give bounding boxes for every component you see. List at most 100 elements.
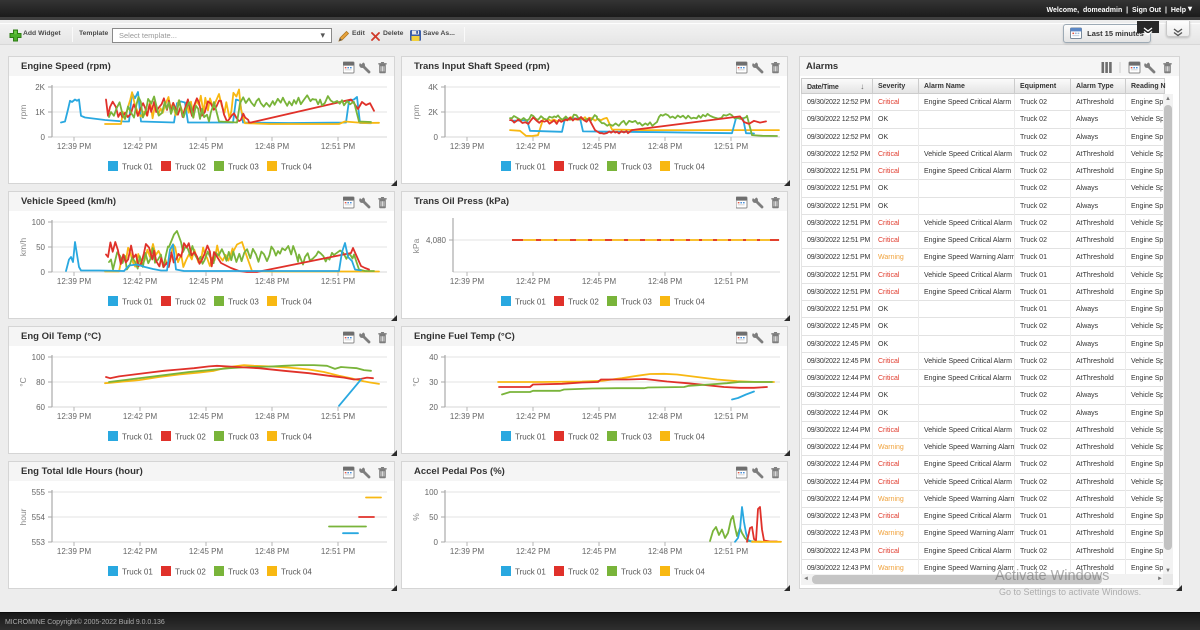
svg-text:12:39 PM: 12:39 PM: [450, 547, 485, 556]
svg-text:12:48 PM: 12:48 PM: [648, 142, 683, 151]
svg-text:12:39 PM: 12:39 PM: [57, 412, 92, 421]
svg-text:12:48 PM: 12:48 PM: [648, 412, 683, 421]
svg-text:Truck 03: Truck 03: [228, 163, 259, 172]
svg-text:12:45 PM: 12:45 PM: [582, 547, 617, 556]
svg-text:Truck 01: Truck 01: [122, 298, 153, 307]
svg-text:12:48 PM: 12:48 PM: [255, 547, 290, 556]
svg-text:553: 553: [32, 538, 46, 547]
svg-text:12:48 PM: 12:48 PM: [648, 277, 683, 286]
svg-text:554: 554: [32, 513, 46, 522]
svg-text:1K: 1K: [35, 108, 45, 117]
svg-text:12:51 PM: 12:51 PM: [321, 277, 356, 286]
svg-text:50: 50: [36, 243, 45, 252]
svg-text:12:51 PM: 12:51 PM: [714, 277, 749, 286]
svg-text:12:45 PM: 12:45 PM: [189, 277, 224, 286]
svg-text:Truck 04: Truck 04: [674, 163, 705, 172]
svg-text:50: 50: [429, 513, 438, 522]
svg-text:Truck 03: Truck 03: [228, 568, 259, 577]
svg-text:0: 0: [434, 133, 439, 142]
svg-text:Truck 03: Truck 03: [228, 298, 259, 307]
svg-text:2K: 2K: [35, 83, 45, 92]
svg-text:Truck 01: Truck 01: [515, 298, 546, 307]
svg-text:kPa: kPa: [411, 238, 421, 253]
svg-text:12:39 PM: 12:39 PM: [57, 142, 92, 151]
svg-text:60: 60: [36, 403, 45, 412]
svg-text:Truck 01: Truck 01: [515, 568, 546, 577]
svg-text:12:51 PM: 12:51 PM: [714, 412, 749, 421]
svg-text:Truck 02: Truck 02: [568, 298, 599, 307]
svg-text:40: 40: [429, 353, 438, 362]
svg-text:12:39 PM: 12:39 PM: [57, 277, 92, 286]
svg-text:0: 0: [434, 538, 439, 547]
svg-text:20: 20: [429, 403, 438, 412]
svg-text:4K: 4K: [428, 83, 438, 92]
svg-text:Truck 02: Truck 02: [568, 568, 599, 577]
svg-text:hour: hour: [18, 508, 28, 525]
svg-text:12:42 PM: 12:42 PM: [516, 547, 551, 556]
svg-text:Truck 01: Truck 01: [515, 433, 546, 442]
svg-text:0: 0: [41, 133, 46, 142]
svg-text:100: 100: [32, 218, 46, 227]
svg-text:Truck 03: Truck 03: [621, 163, 652, 172]
svg-text:Truck 01: Truck 01: [515, 163, 546, 172]
svg-text:12:48 PM: 12:48 PM: [255, 412, 290, 421]
svg-text:12:45 PM: 12:45 PM: [189, 412, 224, 421]
svg-text:Truck 01: Truck 01: [122, 568, 153, 577]
svg-text:12:48 PM: 12:48 PM: [255, 277, 290, 286]
svg-text:12:45 PM: 12:45 PM: [189, 547, 224, 556]
svg-text:12:42 PM: 12:42 PM: [123, 277, 158, 286]
svg-text:0: 0: [41, 268, 46, 277]
svg-text:2K: 2K: [428, 108, 438, 117]
svg-text:12:42 PM: 12:42 PM: [123, 412, 158, 421]
svg-text:rpm: rpm: [411, 105, 421, 120]
svg-text:%: %: [411, 513, 421, 521]
svg-text:12:42 PM: 12:42 PM: [516, 277, 551, 286]
svg-text:12:51 PM: 12:51 PM: [321, 547, 356, 556]
svg-text:12:45 PM: 12:45 PM: [582, 142, 617, 151]
svg-text:Truck 03: Truck 03: [621, 433, 652, 442]
svg-text:Truck 04: Truck 04: [674, 433, 705, 442]
svg-text:12:48 PM: 12:48 PM: [255, 142, 290, 151]
svg-text:Truck 04: Truck 04: [281, 568, 312, 577]
svg-text:Truck 03: Truck 03: [621, 568, 652, 577]
svg-text:°C: °C: [411, 377, 421, 387]
svg-text:Truck 04: Truck 04: [281, 163, 312, 172]
svg-text:°C: °C: [18, 377, 28, 387]
svg-text:Truck 04: Truck 04: [281, 433, 312, 442]
svg-text:12:48 PM: 12:48 PM: [648, 547, 683, 556]
svg-text:km/h: km/h: [18, 238, 28, 257]
svg-text:30: 30: [429, 378, 438, 387]
svg-text:12:39 PM: 12:39 PM: [450, 412, 485, 421]
svg-text:12:39 PM: 12:39 PM: [57, 547, 92, 556]
svg-text:Truck 01: Truck 01: [122, 433, 153, 442]
svg-text:Truck 04: Truck 04: [674, 568, 705, 577]
svg-text:rpm: rpm: [18, 105, 28, 120]
svg-text:12:42 PM: 12:42 PM: [516, 412, 551, 421]
svg-text:12:45 PM: 12:45 PM: [582, 412, 617, 421]
svg-text:Truck 01: Truck 01: [122, 163, 153, 172]
svg-text:Truck 02: Truck 02: [568, 163, 599, 172]
svg-text:Truck 03: Truck 03: [621, 298, 652, 307]
svg-text:Truck 03: Truck 03: [228, 433, 259, 442]
svg-text:12:42 PM: 12:42 PM: [516, 142, 551, 151]
svg-text:12:51 PM: 12:51 PM: [321, 412, 356, 421]
svg-text:12:39 PM: 12:39 PM: [450, 142, 485, 151]
svg-text:12:45 PM: 12:45 PM: [189, 142, 224, 151]
svg-text:12:51 PM: 12:51 PM: [321, 142, 356, 151]
svg-text:100: 100: [32, 353, 46, 362]
svg-text:12:51 PM: 12:51 PM: [714, 142, 749, 151]
svg-text:80: 80: [36, 378, 45, 387]
svg-text:12:42 PM: 12:42 PM: [123, 547, 158, 556]
svg-text:Truck 04: Truck 04: [281, 298, 312, 307]
svg-text:Truck 04: Truck 04: [674, 298, 705, 307]
svg-text:555: 555: [32, 488, 46, 497]
svg-text:Truck 02: Truck 02: [175, 568, 206, 577]
svg-text:12:45 PM: 12:45 PM: [582, 277, 617, 286]
svg-text:Truck 02: Truck 02: [175, 433, 206, 442]
svg-text:Truck 02: Truck 02: [568, 433, 599, 442]
svg-text:Truck 02: Truck 02: [175, 163, 206, 172]
svg-text:100: 100: [425, 488, 439, 497]
svg-text:Truck 02: Truck 02: [175, 298, 206, 307]
svg-text:12:51 PM: 12:51 PM: [714, 547, 749, 556]
svg-text:4,080: 4,080: [426, 236, 447, 245]
